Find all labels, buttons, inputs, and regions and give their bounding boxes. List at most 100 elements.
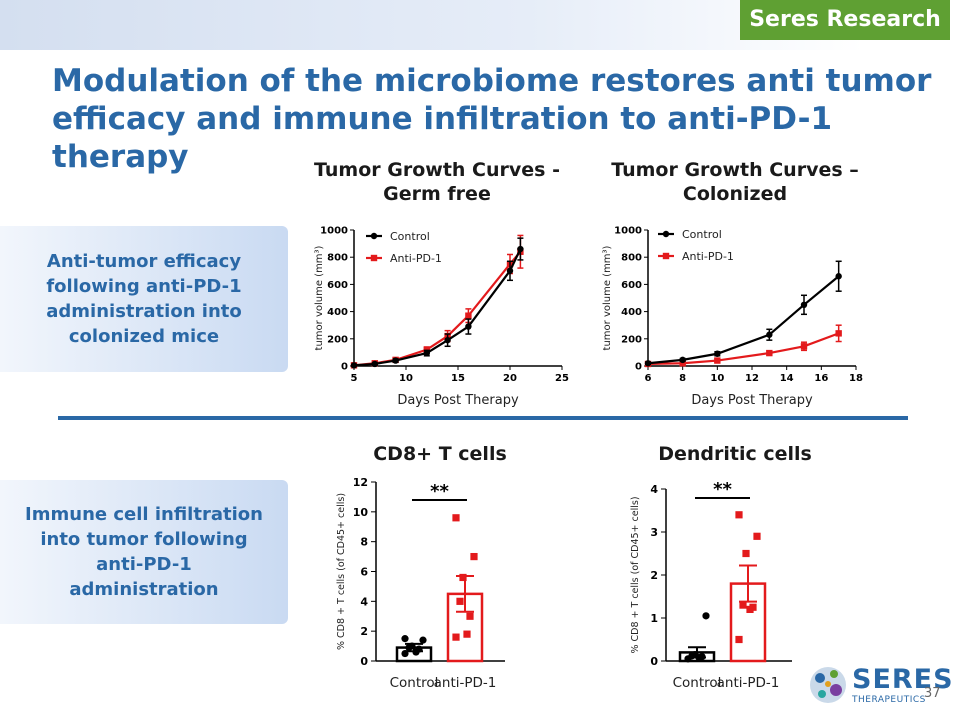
data-point-control <box>766 331 773 338</box>
point-control <box>698 653 706 661</box>
legend-marker <box>370 232 378 240</box>
efficacy-summary-text: Anti-tumor efficacy following anti-PD-1 … <box>46 251 242 347</box>
point-anti-pd1 <box>753 532 761 540</box>
y-tick-label: 0 <box>341 362 348 373</box>
y-tick-label: 3 <box>650 526 658 539</box>
data-point-anti-pd1 <box>766 349 773 357</box>
x-axis-label: Days Post Therapy <box>397 393 519 408</box>
germ-free-growth-chart: 5 10 15 20 25 0 200 400 600 800 1000 Days Post Ther… <box>314 226 569 409</box>
legend-label: Anti-PD-1 <box>390 252 442 265</box>
data-point-anti-pd1 <box>835 330 842 337</box>
colonized-growth-chart: 6 8 10 12 14 16 18 0 200 400 600 800 1000 Days Post T… <box>602 226 863 409</box>
y-tick-label: 12 <box>353 476 368 489</box>
data-point-control <box>835 273 842 280</box>
legend-marker <box>662 230 670 238</box>
page-number: 37 <box>924 686 941 701</box>
point-control <box>401 649 409 658</box>
y-tick-label: 0 <box>635 362 642 373</box>
category-label: Control <box>390 675 439 691</box>
point-anti-pd1 <box>463 630 471 638</box>
chart-title-germ-free: Tumor Growth Curves - Germ free <box>314 159 560 205</box>
y-tick-label: 600 <box>621 280 642 291</box>
point-control <box>691 650 699 659</box>
series-line-anti-pd1 <box>647 332 840 366</box>
chart-title-dendritic: Dendritic cells <box>658 443 812 465</box>
x-tick-label: 10 <box>399 373 413 384</box>
y-tick-label: 200 <box>327 334 348 345</box>
x-tick-label: 5 <box>351 373 358 384</box>
point-anti-pd1 <box>739 601 747 609</box>
series-line-anti-pd1 <box>353 251 522 367</box>
data-point-control <box>423 349 430 357</box>
point-control <box>702 612 710 620</box>
point-anti-pd1 <box>735 511 743 519</box>
data-point-control <box>371 360 378 368</box>
seres-research-badge: Seres Research <box>740 0 950 40</box>
significance-label: ** <box>713 479 732 500</box>
y-tick-label: 400 <box>621 307 642 318</box>
data-point-control <box>465 323 472 330</box>
y-tick-label: 4 <box>650 483 658 496</box>
x-tick-label: 18 <box>849 373 863 384</box>
data-point-anti-pd1 <box>714 357 721 364</box>
series-line-control <box>647 275 840 365</box>
y-tick-label: 0 <box>360 655 368 668</box>
seres-logo-icon <box>810 667 846 703</box>
data-point-control <box>506 267 514 274</box>
y-tick-label: 1000 <box>320 226 348 237</box>
data-point-anti-pd1 <box>465 312 472 319</box>
y-axis-label: % CD8 + T cells (of CD45+ cells) <box>630 496 641 653</box>
data-point-anti-pd1 <box>679 360 686 367</box>
point-control <box>419 636 427 644</box>
point-anti-pd1 <box>749 603 757 611</box>
y-tick-label: 2 <box>360 625 368 638</box>
significance-label: ** <box>430 481 449 502</box>
legend-label: Anti-PD-1 <box>682 250 734 263</box>
point-anti-pd1 <box>452 514 460 522</box>
chart-title-colonized: Tumor Growth Curves – Colonized <box>611 159 859 205</box>
point-control <box>401 635 409 643</box>
point-anti-pd1 <box>466 612 474 620</box>
point-anti-pd1 <box>456 597 464 605</box>
data-point-control <box>679 356 686 364</box>
x-tick-label: 20 <box>503 373 517 384</box>
legend-marker <box>370 254 378 262</box>
y-tick-label: 1000 <box>614 226 642 237</box>
legend-marker <box>662 252 670 260</box>
infiltration-summary-text: Immune cell infiltration into tumor foll… <box>25 504 263 600</box>
x-tick-label: 14 <box>780 373 794 384</box>
point-anti-pd1 <box>452 633 460 641</box>
slide-title: Modulation of the microbiome restores an… <box>52 63 932 175</box>
x-tick-label: 10 <box>710 373 724 384</box>
chart-title-cd8: CD8+ T cells <box>373 443 507 465</box>
legend-label: Control <box>390 230 430 243</box>
y-tick-label: 2 <box>650 569 658 582</box>
data-point-control <box>644 360 652 367</box>
data-point-control <box>517 245 524 253</box>
y-tick-label: 6 <box>360 566 368 579</box>
logo-subtitle: THERAPEUTICS <box>852 695 926 705</box>
legend-label: Control <box>682 228 722 241</box>
data-point-control <box>444 336 451 344</box>
y-tick-label: 8 <box>360 536 368 549</box>
point-control <box>408 642 416 650</box>
x-tick-label: 15 <box>451 373 465 384</box>
cd8-tcells-chart: 0 2 4 6 8 10 12 % CD8 + T cells (of CD45+ cells… <box>336 476 505 691</box>
x-tick-label: 25 <box>555 373 569 384</box>
data-point-control <box>800 301 808 308</box>
y-tick-label: 4 <box>360 595 368 608</box>
dendritic-cells-chart: 0 1 2 3 4 % CD8 + T cells (of CD45+ cells) Con… <box>630 479 792 691</box>
seres-logo: SERES THERAPEUTICS <box>806 660 956 712</box>
category-label: anti-PD-1 <box>717 675 780 691</box>
point-anti-pd1 <box>470 552 478 561</box>
efficacy-summary-box: Anti-tumor efficacy following anti-PD-1 … <box>0 226 288 372</box>
y-axis-label: % CD8 + T cells (of CD45+ cells) <box>336 493 347 650</box>
y-tick-label: 200 <box>621 334 642 345</box>
data-point-control <box>392 357 399 364</box>
x-axis-label: Days Post Therapy <box>691 393 813 408</box>
series-line-control <box>353 248 522 367</box>
category-label: anti-PD-1 <box>434 675 497 691</box>
logo-wordmark: SERES <box>852 664 954 695</box>
point-anti-pd1 <box>735 635 743 644</box>
x-tick-label: 8 <box>679 373 686 384</box>
